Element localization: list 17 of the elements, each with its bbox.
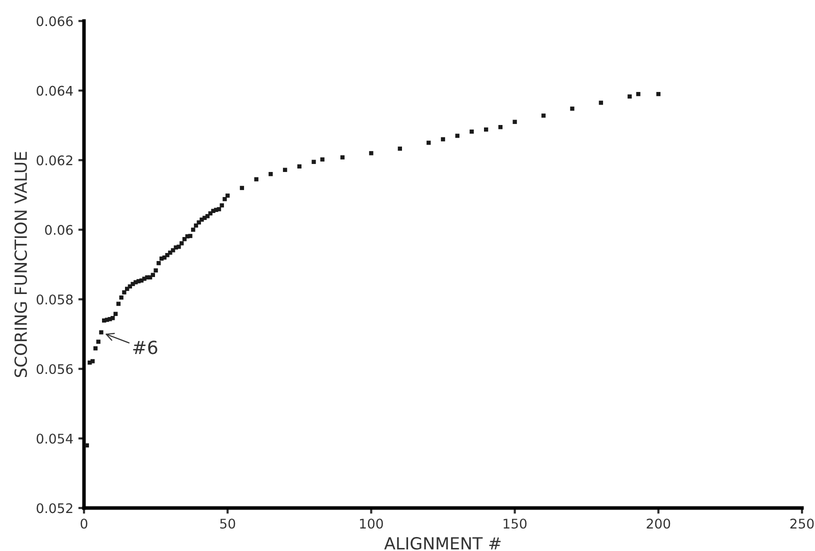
y-tick-label: 0.058: [36, 294, 73, 304]
x-tick-label: 0: [80, 518, 88, 529]
y-tick-label: 0.056: [36, 364, 73, 374]
x-tick-label: 100: [360, 518, 383, 529]
x-tick-label: 200: [646, 518, 670, 529]
y-tick-label: 0.052: [36, 503, 72, 514]
x-tick-label: 150: [504, 518, 527, 529]
x-tick-label: 50: [220, 518, 236, 529]
x-axis-title: ALIGNMENT #: [384, 537, 501, 550]
y-tick-label: 0.066: [36, 16, 73, 26]
y-axis-title: SCORING FUNCTION VALUE: [14, 152, 28, 378]
y-tick-label: 0.062: [36, 155, 72, 166]
annotation: #6: [133, 340, 158, 354]
y-tick-label: 0.064: [36, 86, 73, 96]
y-tick-label: 0.06: [45, 224, 73, 235]
y-tick-label: 0.054: [36, 434, 73, 444]
x-tick-label: 250: [790, 518, 814, 529]
